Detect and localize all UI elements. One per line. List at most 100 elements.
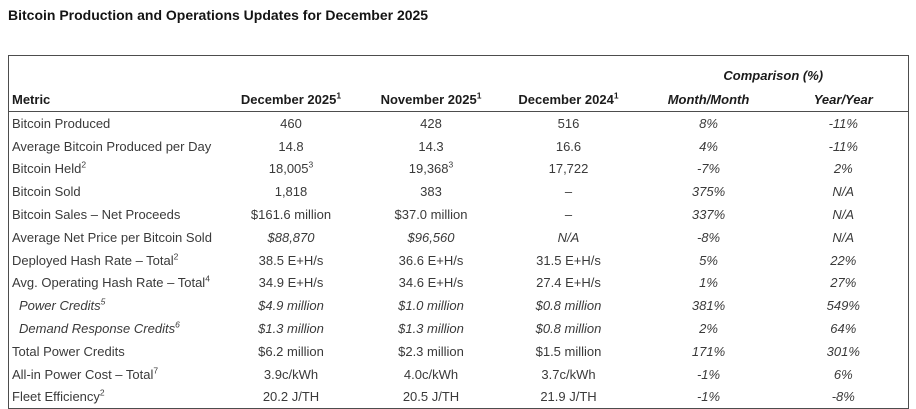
table-row: Fleet Efficiency2 20.2 J/TH 20.5 J/TH 21.9 … bbox=[9, 386, 909, 409]
metric-value: 16.6 bbox=[555, 138, 582, 154]
metric-value: $1.3 million bbox=[258, 321, 324, 337]
table-row: Deployed Hash Rate – Total2 38.5 E+H/s 36.… bbox=[9, 249, 909, 272]
metric-value: 21.9 J/TH bbox=[540, 389, 597, 405]
table-body: Bitcoin Produced 460 428 516 8% -11% Average B… bbox=[9, 112, 909, 409]
metric-value: 14.8 bbox=[278, 138, 304, 154]
metric-value: $2.3 million bbox=[398, 343, 464, 359]
table-row: Total Power Credits $6.2 million $2.3 mill… bbox=[9, 340, 909, 363]
table-row: Power Credits5 $4.9 million $1.0 million $0… bbox=[9, 294, 909, 317]
table-row: All-in Power Cost – Total7 3.9c/kWh 4.0c/k… bbox=[9, 363, 909, 386]
metric-value: N/A bbox=[557, 229, 580, 245]
comparison-value: 5% bbox=[699, 252, 718, 268]
metric-value: 1,818 bbox=[274, 184, 308, 200]
comparison-value: 549% bbox=[826, 298, 860, 314]
comparison-value: 6% bbox=[833, 366, 853, 382]
comparison-value: 337% bbox=[691, 207, 726, 223]
metric-label: Power Credits5 bbox=[19, 296, 106, 314]
table-row: Bitcoin Held2 18,0053 19,3683 17,722 -7% 2% bbox=[9, 158, 909, 181]
table-row: Average Bitcoin Produced per Day 14.8 14.3… bbox=[9, 135, 909, 158]
table-row: Average Net Price per Bitcoin Sold $88,87… bbox=[9, 226, 909, 249]
metric-value: 14.3 bbox=[418, 138, 444, 154]
metric-value: 3.9c/kWh bbox=[263, 366, 319, 382]
comparison-value: 8% bbox=[699, 115, 718, 131]
table-row: Bitcoin Produced 460 428 516 8% -11% bbox=[9, 112, 909, 135]
comparison-value: N/A bbox=[832, 184, 855, 200]
metric-label: Bitcoin Held2 bbox=[12, 160, 87, 177]
metric-value: 36.6 E+H/s bbox=[398, 252, 464, 268]
metric-value: 34.6 E+H/s bbox=[398, 275, 464, 291]
column-header-metric: Metric bbox=[8, 83, 219, 112]
metric-label: All-in Power Cost – Total7 bbox=[12, 365, 159, 382]
metric-value: 27.4 E+H/s bbox=[536, 275, 601, 291]
metric-label: Deployed Hash Rate – Total2 bbox=[12, 251, 179, 268]
metric-value: – bbox=[564, 184, 573, 200]
metric-value: 4.0c/kWh bbox=[403, 366, 459, 382]
metric-label: Bitcoin Sales – Net Proceeds bbox=[12, 207, 181, 223]
comparison-value: N/A bbox=[832, 229, 855, 245]
column-header-december-2024: December 20241 bbox=[498, 83, 639, 112]
comparison-value: -8% bbox=[696, 229, 721, 245]
metric-value: 383 bbox=[420, 184, 442, 200]
comparison-value: 171% bbox=[691, 343, 726, 359]
metric-value: $96,560 bbox=[407, 229, 455, 245]
metric-value: $1.3 million bbox=[398, 321, 464, 337]
metric-value: 19,3683 bbox=[408, 160, 454, 177]
table-header: Comparison (%) Metric December 20251 Nov… bbox=[8, 56, 909, 112]
comparison-value: -8% bbox=[831, 389, 855, 405]
table-row: Bitcoin Sold 1,818 383 – 375% N/A bbox=[9, 180, 909, 203]
metric-label: Average Net Price per Bitcoin Sold bbox=[12, 229, 212, 245]
comparison-group-header: Comparison (%) bbox=[723, 68, 824, 83]
metric-value: 38.5 E+H/s bbox=[258, 252, 324, 268]
comparison-value: 64% bbox=[830, 321, 857, 337]
metric-value: $0.8 million bbox=[535, 321, 602, 337]
comparison-value: -11% bbox=[828, 115, 858, 131]
column-header-year-year: Year/Year bbox=[778, 83, 909, 112]
metric-label: Demand Response Credits6 bbox=[19, 319, 180, 337]
table-row: Demand Response Credits6 $1.3 million $1.3… bbox=[9, 317, 909, 340]
comparison-value: 1% bbox=[699, 275, 718, 291]
column-header-row: Metric December 20251 November 20251 Dec… bbox=[8, 83, 909, 112]
metric-label: Average Bitcoin Produced per Day bbox=[12, 138, 212, 154]
metric-value: $88,870 bbox=[267, 229, 315, 245]
metric-value: $4.9 million bbox=[258, 298, 324, 314]
metric-value: 3.7c/kWh bbox=[541, 366, 596, 382]
metric-value: $0.8 million bbox=[535, 298, 602, 314]
comparison-value: -1% bbox=[696, 366, 721, 382]
metric-value: $6.2 million bbox=[258, 343, 324, 359]
metric-label: Fleet Efficiency2 bbox=[12, 388, 105, 405]
table-row: Avg. Operating Hash Rate – Total4 34.9 E+… bbox=[9, 272, 909, 295]
group-header-row: Comparison (%) bbox=[9, 56, 909, 84]
comparison-value: -11% bbox=[828, 138, 858, 154]
comparison-value: 22% bbox=[830, 252, 857, 268]
comparison-value: 2% bbox=[833, 161, 853, 177]
column-header-november-2025: November 20251 bbox=[363, 83, 499, 112]
metric-value: 17,722 bbox=[548, 161, 589, 177]
metric-value: 20.5 J/TH bbox=[402, 389, 460, 405]
table-row: Bitcoin Sales – Net Proceeds $161.6 milli… bbox=[9, 203, 909, 226]
comparison-value: 4% bbox=[699, 138, 718, 154]
metric-label: Avg. Operating Hash Rate – Total4 bbox=[12, 274, 210, 291]
group-header-spacer bbox=[9, 56, 639, 84]
comparison-value: 381% bbox=[691, 298, 726, 314]
comparison-value: 2% bbox=[699, 321, 718, 337]
comparison-value: N/A bbox=[832, 207, 855, 223]
metric-value: 516 bbox=[557, 115, 580, 131]
metric-value: 460 bbox=[280, 115, 302, 131]
metric-value: $1.0 million bbox=[398, 298, 464, 314]
metric-value: 18,0053 bbox=[268, 160, 314, 177]
metric-value: $37.0 million bbox=[394, 207, 468, 223]
metric-value: $161.6 million bbox=[250, 207, 332, 223]
metric-value: 20.2 J/TH bbox=[262, 389, 320, 405]
metric-label: Bitcoin Produced bbox=[12, 115, 111, 131]
column-header-month-month: Month/Month bbox=[638, 83, 779, 112]
comparison-value: 375% bbox=[691, 184, 726, 200]
metric-label: Total Power Credits bbox=[12, 343, 125, 359]
column-header-december-2025: December 20251 bbox=[218, 83, 364, 112]
metric-value: 31.5 E+H/s bbox=[536, 252, 601, 268]
comparison-value: -7% bbox=[696, 161, 721, 177]
comparison-value: -1% bbox=[696, 389, 721, 405]
page-title: Bitcoin Production and Operations Update… bbox=[8, 7, 429, 23]
metric-value: 428 bbox=[420, 115, 442, 131]
metric-label: Bitcoin Sold bbox=[12, 184, 81, 200]
comparison-value: 301% bbox=[826, 343, 860, 359]
